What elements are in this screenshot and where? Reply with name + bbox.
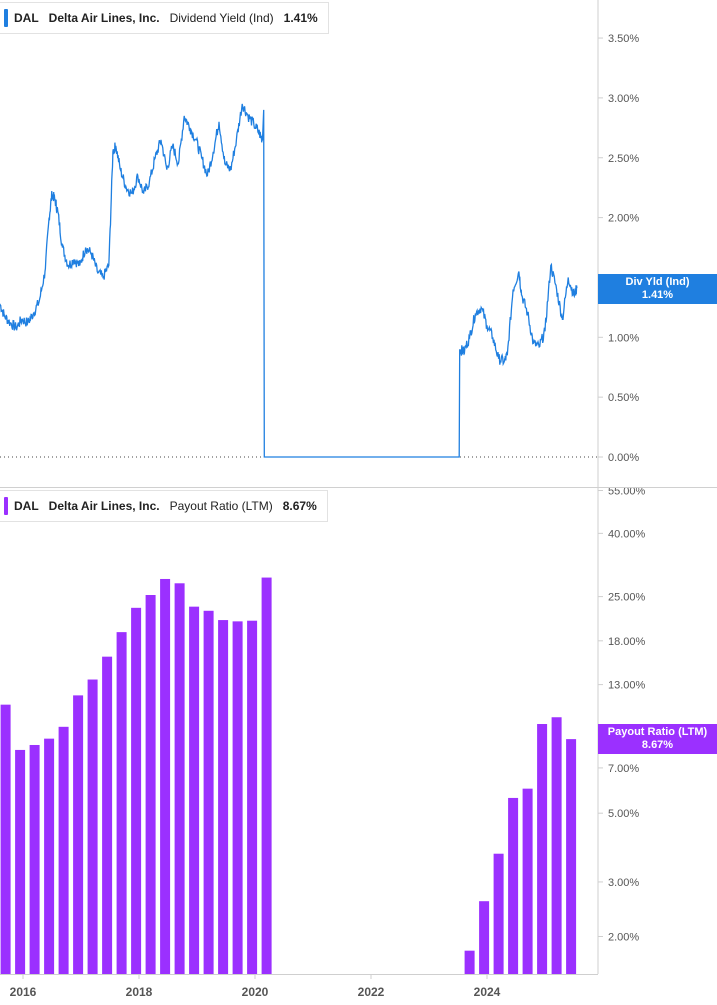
top-legend: DAL Delta Air Lines, Inc. Dividend Yield… xyxy=(0,2,329,34)
payout-y-tick-label: 7.00% xyxy=(608,763,639,775)
yield-flag-label: Div Yld (Ind) xyxy=(625,276,690,288)
payout-bar xyxy=(493,853,504,974)
payout-value-flag: Payout Ratio (LTM) 8.67% xyxy=(598,724,717,754)
payout-y-tick-label: 25.00% xyxy=(608,592,646,604)
x-axis: 2016 2018 2020 2022 2024 xyxy=(10,974,501,999)
payout-bar xyxy=(15,749,26,974)
payout-bar xyxy=(247,620,258,974)
payout-bar xyxy=(29,744,40,974)
payout-bar xyxy=(73,695,84,974)
top-legend-ticker: DAL xyxy=(14,11,39,25)
x-axis-year-label: 2018 xyxy=(126,985,153,999)
dividend-yield-panel: 0.00%0.50%1.00%1.50%2.00%2.50%3.00%3.50% xyxy=(0,33,639,464)
yield-y-tick-label: 2.50% xyxy=(608,153,639,165)
payout-flag-label: Payout Ratio (LTM) xyxy=(607,726,708,738)
payout-bar xyxy=(189,606,200,974)
yield-y-tick-label: 0.50% xyxy=(608,392,639,404)
payout-bar xyxy=(160,578,171,974)
payout-bar xyxy=(116,632,127,974)
payout-bar xyxy=(218,620,229,974)
top-legend-company: Delta Air Lines, Inc. xyxy=(48,11,160,25)
payout-bar xyxy=(203,610,214,974)
yield-y-tick-label: 1.00% xyxy=(608,332,639,344)
payout-bar xyxy=(145,594,156,974)
yield-y-tick-label: 2.00% xyxy=(608,213,639,225)
bottom-legend-ticker: DAL xyxy=(14,499,39,513)
payout-y-tick-label: 13.00% xyxy=(608,680,646,692)
x-axis-year-label: 2024 xyxy=(474,985,501,999)
payout-series-swatch xyxy=(4,497,8,515)
bottom-legend-metric: Payout Ratio (LTM) xyxy=(169,499,273,513)
payout-bar xyxy=(479,901,490,974)
payout-y-tick-label: 2.00% xyxy=(608,932,639,944)
top-legend-metric: Dividend Yield (Ind) xyxy=(169,11,274,25)
payout-bar xyxy=(566,739,577,974)
payout-bar xyxy=(87,679,98,974)
payout-y-tick-label: 55.00% xyxy=(608,486,646,498)
dividend-yield-line xyxy=(0,103,578,458)
payout-bar xyxy=(261,577,272,974)
payout-bar xyxy=(174,583,185,974)
yield-series-swatch xyxy=(4,9,8,27)
yield-y-tick-label: 3.50% xyxy=(608,33,639,45)
bottom-legend-value: 8.67% xyxy=(282,499,317,513)
payout-bar xyxy=(102,656,113,974)
payout-bar xyxy=(58,726,69,974)
payout-bar xyxy=(0,704,11,974)
payout-y-tick-label: 3.00% xyxy=(608,877,639,889)
payout-bar xyxy=(232,621,243,974)
yield-flag-value: 1.41% xyxy=(641,289,674,301)
payout-flag-value: 8.67% xyxy=(641,739,674,751)
payout-bar xyxy=(537,724,548,974)
payout-y-tick-label: 40.00% xyxy=(608,528,646,540)
x-axis-year-label: 2020 xyxy=(242,985,269,999)
top-legend-value: 1.41% xyxy=(283,11,318,25)
payout-bar xyxy=(464,950,475,974)
x-axis-year-label: 2022 xyxy=(358,985,385,999)
payout-y-tick-label: 18.00% xyxy=(608,636,646,648)
yield-y-tick-label: 3.00% xyxy=(608,93,639,105)
payout-y-tick-label: 5.00% xyxy=(608,808,639,820)
payout-ratio-panel: 2.00%3.00%5.00%7.00%9.00%13.00%18.00%25.… xyxy=(0,486,646,974)
yield-y-tick-label: 0.00% xyxy=(608,452,639,464)
payout-bar xyxy=(508,797,519,974)
payout-bar xyxy=(522,788,533,974)
bottom-legend-company: Delta Air Lines, Inc. xyxy=(48,499,160,513)
x-axis-year-label: 2016 xyxy=(10,985,37,999)
payout-bar xyxy=(551,717,562,974)
payout-bar xyxy=(131,607,142,974)
payout-bar xyxy=(44,738,55,974)
yield-value-flag: Div Yld (Ind) 1.41% xyxy=(598,274,717,304)
bottom-legend: DAL Delta Air Lines, Inc. Payout Ratio (… xyxy=(0,490,328,522)
